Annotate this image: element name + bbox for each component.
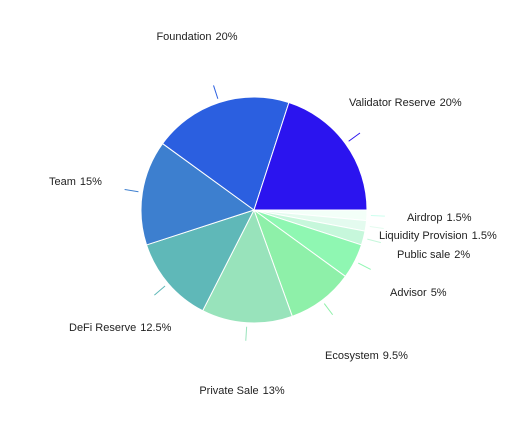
slice-value: 5% [431,287,447,299]
slice-label: Public sale 2% [397,249,470,261]
slice-name: Public sale [397,249,450,261]
pie-slice [140,142,256,246]
slice-name: Foundation [156,31,211,43]
pie-slice [145,209,255,312]
slice-name: DeFi Reserve [69,322,136,334]
leader-line [245,326,248,341]
slice-label: Airdrop 1.5% [407,212,472,224]
slice-value: 1.5% [472,230,497,242]
slice-value: 13% [263,385,285,397]
slice-name: Validator Reserve [349,97,436,109]
slice-name: Liquidity Provision [379,230,468,242]
slice-label: Liquidity Provision 1.5% [379,230,497,242]
slice-label: Foundation 20% [156,31,237,43]
slice-value: 15% [80,176,102,188]
slice-value: 12.5% [140,322,171,334]
leader-line [370,215,385,217]
slice-name: Team [49,176,76,188]
leader-line [213,85,219,99]
slice-value: 2% [454,249,470,261]
slice-value: 20% [216,31,238,43]
slice-name: Airdrop [407,212,442,224]
leader-line [323,303,334,316]
pie-slice [161,96,290,211]
leader-line [367,238,382,244]
slice-label: Ecosystem 9.5% [325,350,408,362]
leader-line [358,262,371,270]
leader-line [124,189,139,193]
slice-value: 1.5% [446,212,471,224]
slice-label: Advisor 5% [390,287,447,299]
pie-slice [253,101,368,211]
pie-slice [202,208,293,324]
leader-line [154,285,166,296]
slice-name: Advisor [390,287,427,299]
slice-name: Ecosystem [325,350,379,362]
slice-value: 20% [440,97,462,109]
slice-label: Team 15% [49,176,102,188]
slice-name: Private Sale [199,385,258,397]
leader-line [369,225,384,229]
leader-line [348,132,361,142]
slice-label: DeFi Reserve 12.5% [69,322,172,334]
slice-label: Validator Reserve 20% [349,97,462,109]
slice-label: Private Sale 13% [199,385,285,397]
slice-value: 9.5% [383,350,408,362]
